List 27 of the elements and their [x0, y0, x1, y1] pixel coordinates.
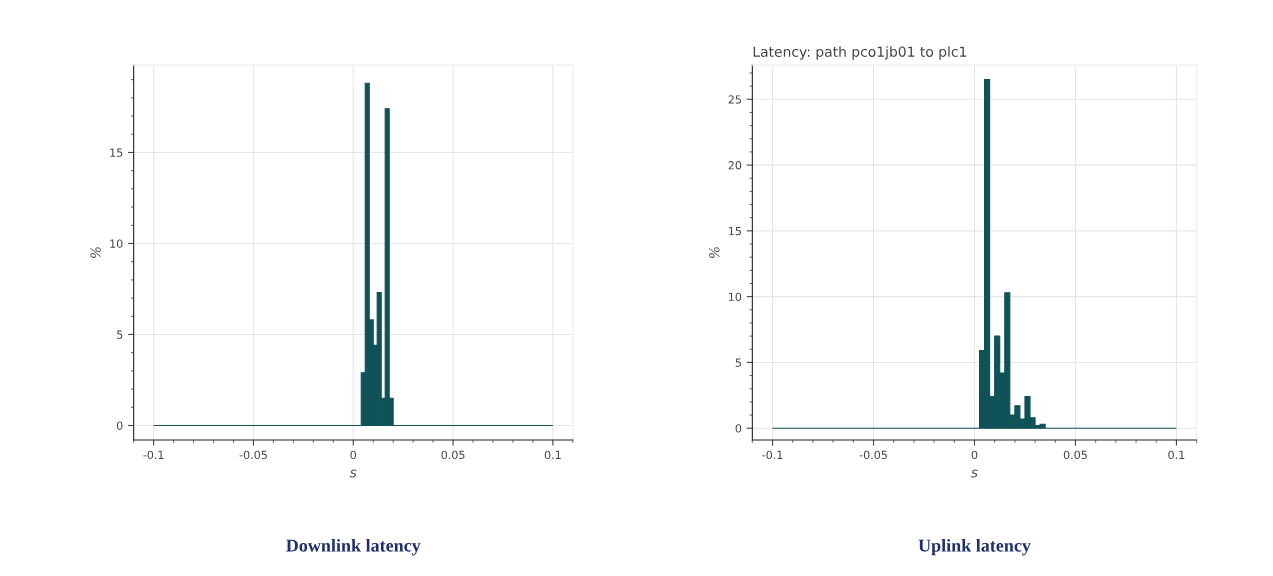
y-tick-label: 5: [117, 330, 123, 339]
x-tick-label: 0: [350, 450, 357, 460]
y-tick-label: 5: [735, 358, 741, 367]
x-tick-label: 0.1: [1168, 450, 1185, 460]
chart-title: Latency: path pco1jb01 to plc1: [753, 46, 967, 60]
y-tick-label: 0: [116, 421, 123, 430]
x-tick-label: 0.05: [441, 450, 465, 460]
y-tick-label: 10: [729, 292, 742, 302]
x-tick-label: -0.05: [859, 450, 887, 460]
x-tick-label: 0: [971, 450, 978, 460]
x-tick-label: 0.05: [1063, 450, 1087, 460]
text: Downlink latency: [286, 538, 421, 556]
y-axis-title: %: [90, 247, 101, 258]
x-tick-label: -0.1: [143, 450, 164, 460]
y-axis-title: %: [709, 247, 720, 258]
y-tick-label: 0: [735, 424, 742, 433]
y-tick-label: 25: [728, 95, 741, 104]
x-tick-label: 0.1: [544, 450, 561, 460]
text: Uplink latency: [918, 538, 1031, 556]
y-tick-label: 15: [110, 148, 123, 157]
y-tick-label: 10: [110, 239, 123, 248]
y-tick-label: 20: [728, 161, 742, 170]
x-axis-title: s: [349, 469, 357, 478]
x-tick-label: -0.1: [762, 450, 783, 460]
x-axis-title: s: [971, 469, 978, 478]
y-tick-label: 15: [729, 226, 741, 236]
x-tick-label: -0.05: [239, 450, 267, 460]
